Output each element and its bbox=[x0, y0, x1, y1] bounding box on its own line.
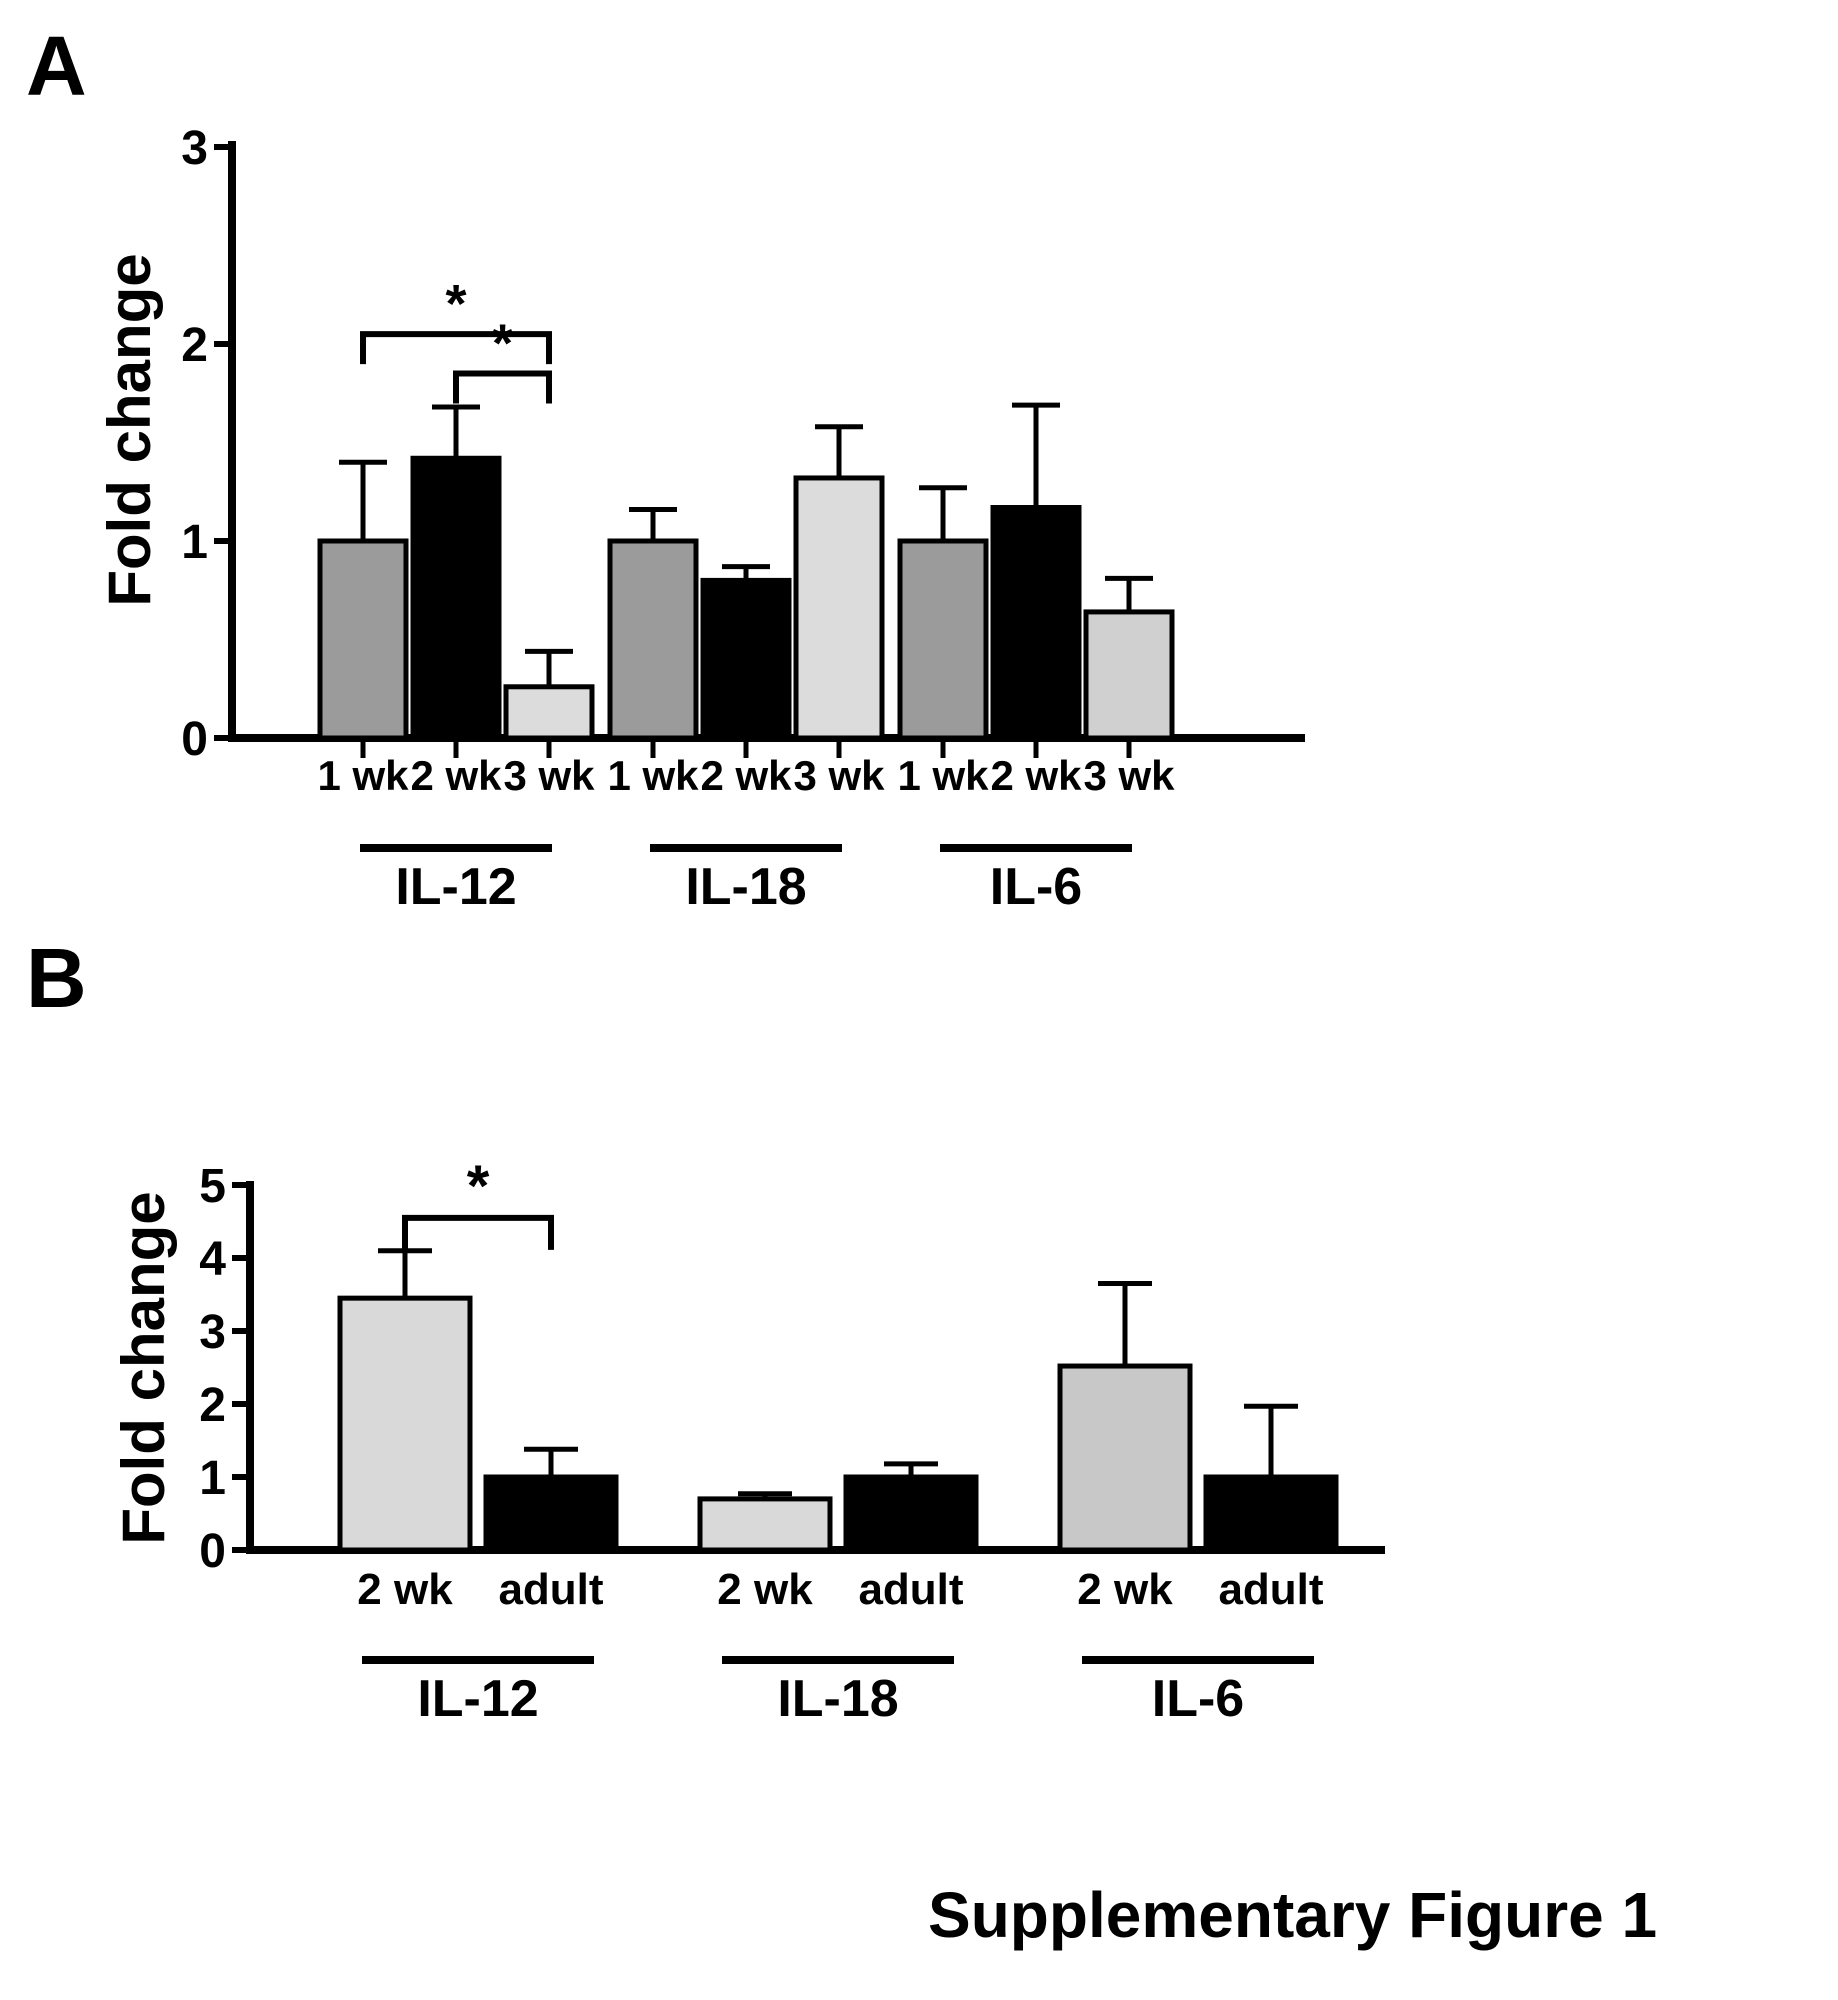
bar bbox=[503, 684, 595, 741]
group-label: IL-18 bbox=[685, 858, 806, 916]
bar-label: adult bbox=[858, 1565, 963, 1614]
sig-asterisk: * bbox=[445, 274, 466, 334]
bar bbox=[843, 1474, 979, 1553]
sig-asterisk: * bbox=[492, 314, 513, 374]
bar bbox=[337, 1295, 473, 1553]
panel-b-label: B bbox=[26, 931, 87, 1025]
bar bbox=[793, 475, 885, 741]
bar-label: 3 wk bbox=[1083, 752, 1175, 799]
bar-label: 2 wk bbox=[410, 752, 502, 799]
group-label: IL-12 bbox=[395, 858, 516, 916]
bar bbox=[410, 455, 502, 741]
y-tick-label: 1 bbox=[199, 1452, 226, 1505]
group-label: IL-6 bbox=[990, 858, 1082, 916]
y-tick-label: 0 bbox=[199, 1525, 226, 1578]
bar-label: 2 wk bbox=[357, 1565, 453, 1614]
sig-asterisk: * bbox=[467, 1154, 490, 1219]
y-axis-title: Fold change bbox=[110, 1191, 177, 1544]
group-label: IL-18 bbox=[777, 1670, 898, 1728]
bar bbox=[700, 577, 792, 741]
y-axis-title: Fold change bbox=[96, 253, 163, 606]
y-tick-label: 1 bbox=[181, 516, 208, 569]
sig-bracket bbox=[453, 370, 552, 404]
panel-a-label: A bbox=[26, 19, 87, 113]
bar-label: adult bbox=[1218, 1565, 1323, 1614]
bar bbox=[483, 1474, 619, 1553]
bar-label: 2 wk bbox=[990, 752, 1082, 799]
bar bbox=[990, 505, 1082, 741]
group-label: IL-12 bbox=[417, 1670, 538, 1728]
sig-bracket bbox=[402, 1214, 554, 1250]
bar-label: 2 wk bbox=[700, 752, 792, 799]
bar-label: 1 wk bbox=[607, 752, 699, 799]
bar-label: 3 wk bbox=[503, 752, 595, 799]
bar-label: 2 wk bbox=[717, 1565, 813, 1614]
bar bbox=[1203, 1474, 1339, 1553]
y-tick-label: 5 bbox=[199, 1160, 226, 1213]
bar-label: 2 wk bbox=[1077, 1565, 1173, 1614]
y-tick-label: 3 bbox=[181, 122, 208, 175]
bar bbox=[897, 538, 989, 741]
y-tick-label: 2 bbox=[199, 1379, 226, 1432]
y-tick-label: 0 bbox=[181, 713, 208, 766]
y-tick-label: 2 bbox=[181, 319, 208, 372]
bar-label: 1 wk bbox=[317, 752, 409, 799]
bar bbox=[317, 538, 409, 741]
y-tick-label: 3 bbox=[199, 1306, 226, 1359]
figure-title: Supplementary Figure 1 bbox=[928, 1879, 1658, 1951]
sig-bracket bbox=[360, 331, 552, 365]
bar bbox=[1083, 609, 1175, 741]
bar-label: 3 wk bbox=[793, 752, 885, 799]
bar bbox=[697, 1496, 833, 1553]
bar-label: adult bbox=[498, 1565, 603, 1614]
bar bbox=[1057, 1363, 1193, 1553]
bar bbox=[607, 538, 699, 741]
bar-label: 1 wk bbox=[897, 752, 989, 799]
y-tick-label: 4 bbox=[199, 1233, 226, 1286]
group-label: IL-6 bbox=[1152, 1670, 1244, 1728]
